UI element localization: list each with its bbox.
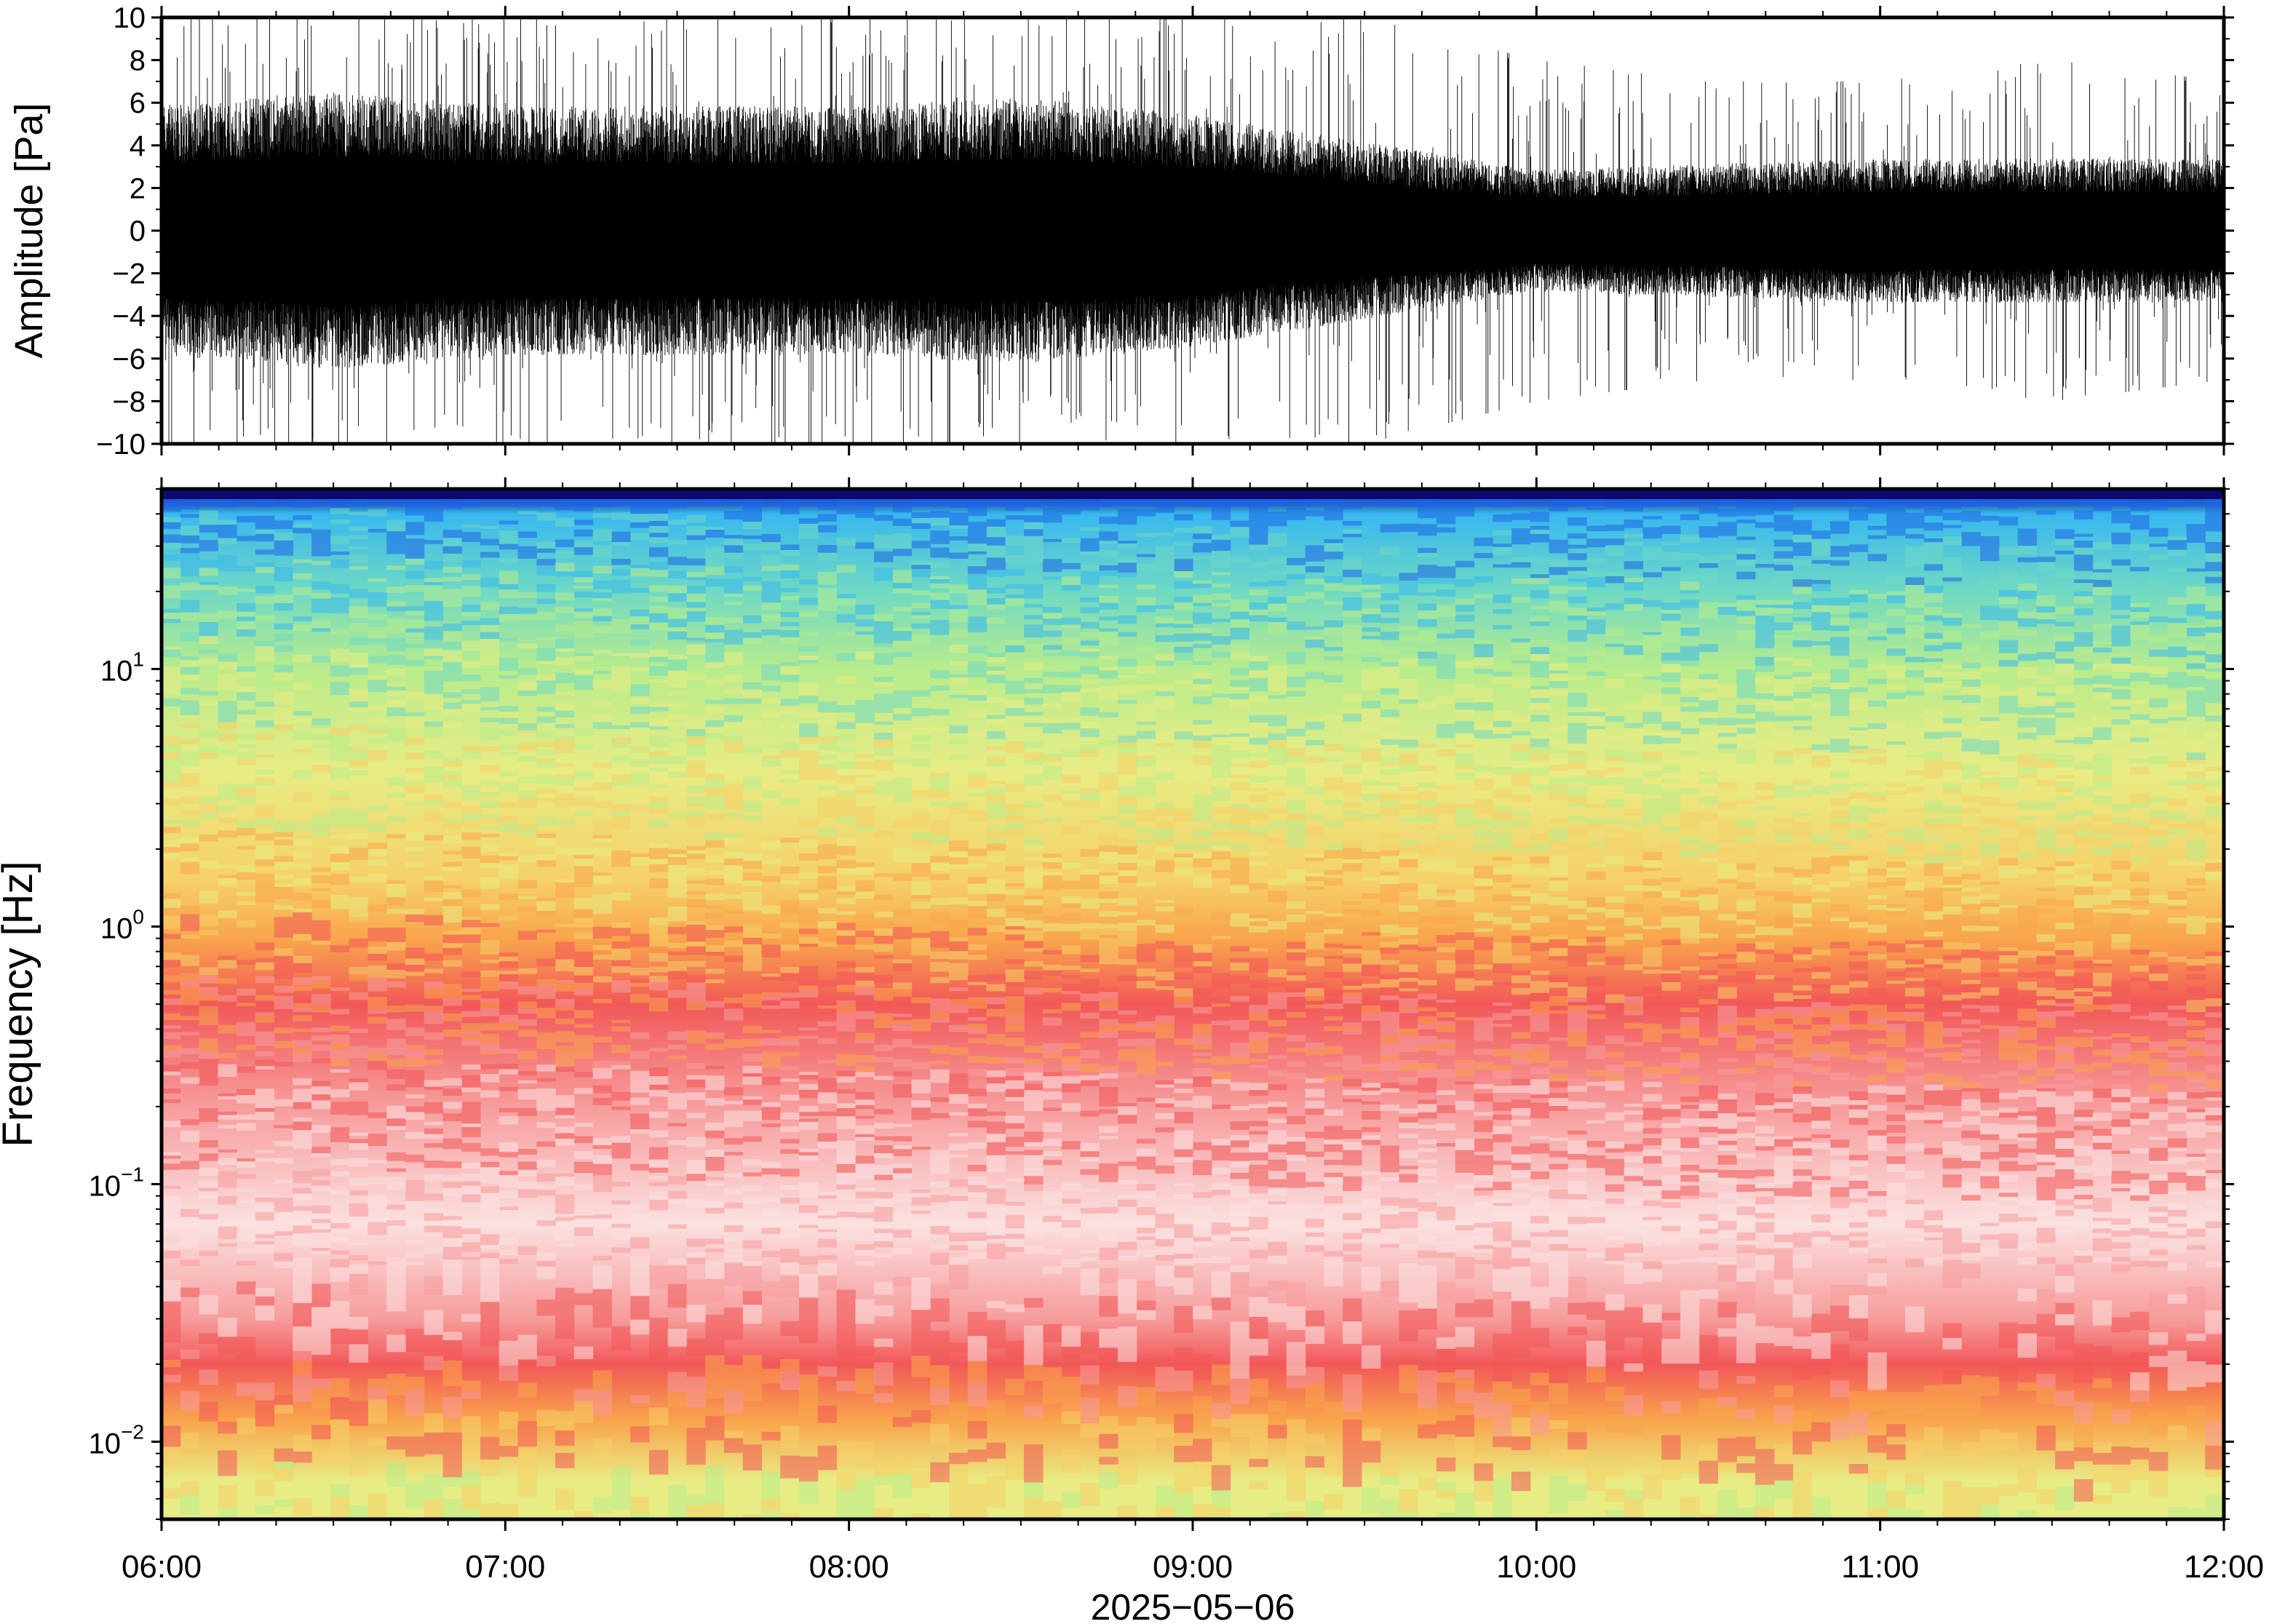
xtick-label: 07:00 bbox=[465, 1549, 545, 1585]
waveform-ytick-label: −6 bbox=[112, 343, 146, 375]
spectrogram-image bbox=[162, 489, 2224, 1519]
spectrogram-xlabel: 2025−05−06 bbox=[1091, 1587, 1295, 1624]
spectrogram-panel bbox=[151, 6, 2234, 1531]
spectrogram-cells bbox=[162, 558, 2224, 1519]
waveform-ytick-label: 6 bbox=[130, 87, 146, 119]
waveform-trace bbox=[162, 17, 2224, 444]
waveform-ytick-label: 2 bbox=[130, 172, 146, 204]
waveform-panel bbox=[151, 15, 2234, 446]
spectrogram-cells bbox=[162, 912, 2224, 1502]
spectrogram-ytick-label: 10−2 bbox=[89, 1420, 144, 1460]
spectrogram-nyquist-band bbox=[162, 489, 2224, 499]
xtick-label: 10:00 bbox=[1496, 1549, 1576, 1585]
waveform-ytick-label: 10 bbox=[114, 2, 146, 34]
waveform-ytick-label: 8 bbox=[130, 45, 146, 77]
spectrogram-top-band bbox=[162, 499, 2224, 506]
waveform-core bbox=[162, 172, 2224, 290]
xtick-label: 09:00 bbox=[1153, 1549, 1233, 1585]
waveform-ytick-label: −4 bbox=[112, 300, 146, 333]
xtick-label: 11:00 bbox=[1841, 1549, 1919, 1585]
xtick-label: 12:00 bbox=[2184, 1549, 2264, 1585]
spectrogram-ytick-label: 10−1 bbox=[89, 1163, 144, 1202]
waveform-ylabel: Amplitude [Pa] bbox=[7, 103, 51, 358]
spectrogram-cells bbox=[162, 1064, 2224, 1391]
xtick-label: 08:00 bbox=[809, 1549, 889, 1585]
spectrogram-cells bbox=[162, 508, 2224, 760]
spectrogram-cells bbox=[162, 975, 2224, 1446]
spectrogram-cells bbox=[162, 722, 2224, 1519]
spectrogram-cells bbox=[162, 636, 2224, 943]
waveform-ytick-label: 4 bbox=[130, 130, 146, 162]
waveform-ytick-label: −2 bbox=[112, 258, 146, 290]
spectrogram-cells bbox=[162, 827, 2224, 1448]
spectrogram-ylabel: Frequency [Hz] bbox=[0, 861, 41, 1147]
spectrogram-ytick-label: 101 bbox=[100, 648, 144, 687]
xtick-label: 06:00 bbox=[122, 1549, 202, 1585]
spectrogram-ytick-label: 100 bbox=[100, 905, 144, 944]
waveform-ytick-label: 0 bbox=[130, 215, 146, 247]
waveform-ytick-label: −10 bbox=[96, 429, 146, 461]
waveform-ytick-label: −8 bbox=[112, 386, 146, 418]
